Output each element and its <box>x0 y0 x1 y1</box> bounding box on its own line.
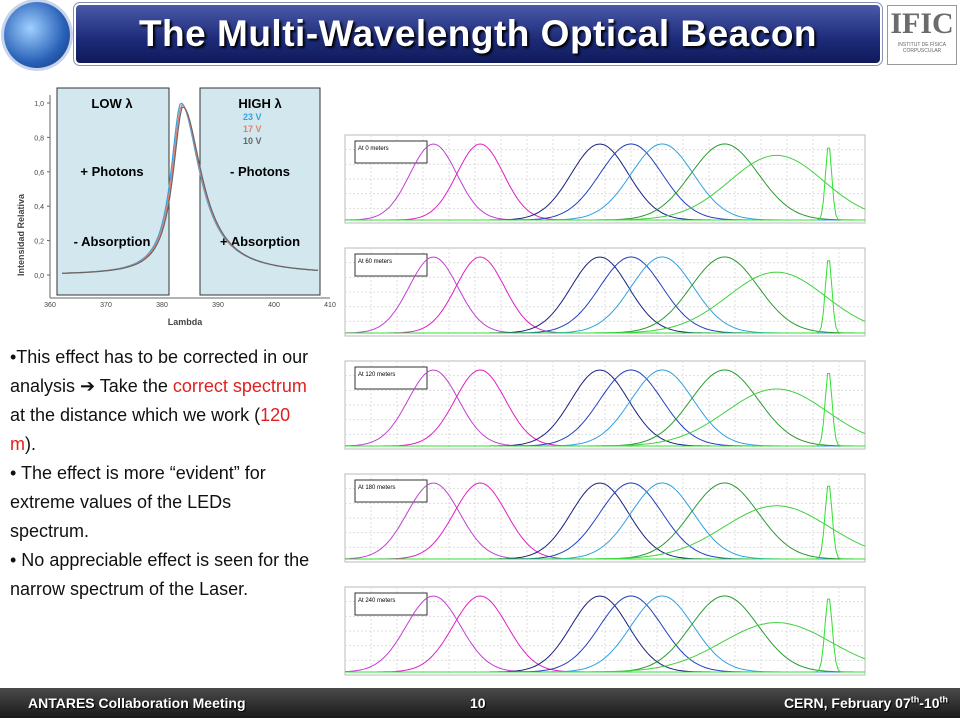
ific-logo: IFIC INSTITUT DE FÍSICA CORPUSCULAR <box>887 5 957 65</box>
bullet-list: •This effect has to be corrected in our … <box>10 343 315 604</box>
logo-text: IFIC <box>890 7 954 40</box>
bullet-text: •This effect has to be corrected in our … <box>10 347 309 396</box>
bullet: • The effect is more “evident” for extre… <box>10 459 315 546</box>
x-axis-label: Lambda <box>168 317 204 327</box>
panel-label: At 180 meters <box>358 485 395 491</box>
panel-label-box <box>354 253 428 277</box>
low-title: LOW λ <box>91 96 133 111</box>
legend-entry: 23 V <box>243 112 262 122</box>
legend-entry: 17 V <box>243 124 262 134</box>
footer-text: -10 <box>919 695 940 711</box>
spectrum-curve <box>345 260 865 334</box>
panels: At 0 meters At 60 meters At 120 meters At 1… <box>344 134 866 676</box>
slide-title: The Multi-Wavelength Optical Beacon <box>138 13 818 54</box>
panel-label-box <box>354 479 428 503</box>
x-tick-label: 370 <box>100 302 112 309</box>
bullet: •This effect has to be corrected in our … <box>10 343 315 459</box>
legend-entry: 10 V <box>243 136 262 146</box>
panel-label-box <box>354 140 428 164</box>
footer-text: CERN, February 07 <box>783 695 911 711</box>
highlight-text: 120 m <box>10 405 291 454</box>
page-number: 10 <box>470 695 486 711</box>
high-box <box>199 87 321 296</box>
panel-label: At 0 meters <box>358 146 389 152</box>
spectrum-panel: At 0 meters <box>344 134 866 224</box>
logo-subtext: INSTITUT DE FÍSICA CORPUSCULAR <box>897 42 947 54</box>
x-tick-label: 400 <box>268 302 280 309</box>
spectrum-curve <box>345 147 865 221</box>
left-plot: LOW λ + Photons - Absorption HIGH λ - Ph… <box>16 87 336 327</box>
high-photons: - Photons <box>230 164 290 179</box>
bullet-text: at the distance which we work ( <box>10 405 261 425</box>
footer-right: CERN, February 07th-10th <box>784 688 948 718</box>
x-tick-label: 380 <box>156 302 168 309</box>
y-tick-label: 0,6 <box>34 170 44 177</box>
spectrum-curve <box>61 106 319 274</box>
footer-text: th <box>939 694 949 705</box>
x-tick-label: 390 <box>212 302 224 309</box>
spectrum-panel: At 60 meters <box>344 247 866 337</box>
y-tick-label: 0,8 <box>34 135 44 142</box>
spectrum-curve <box>345 373 865 447</box>
bullet-text: • The effect is more “evident” for extre… <box>10 463 266 541</box>
panel-label: At 120 meters <box>358 372 395 378</box>
high-absorption: + Absorption <box>220 234 300 249</box>
spectrum-panel: At 240 meters <box>344 586 866 676</box>
panel-label: At 60 meters <box>358 259 392 265</box>
title-bar: The Multi-Wavelength Optical Beacon <box>76 5 880 63</box>
footer-text: th <box>910 694 920 705</box>
y-tick-label: 0,4 <box>34 204 44 211</box>
y-tick-label: 0,0 <box>34 273 44 280</box>
antares-logo <box>4 2 70 68</box>
spectrum-panel: At 120 meters <box>344 360 866 450</box>
bullet: • No appreciable effect is seen for the … <box>10 546 315 604</box>
footer-left: ANTARES Collaboration Meeting <box>28 695 246 711</box>
y-axis-label: Intensidad Relativa <box>16 193 26 276</box>
spectrum-curve <box>345 485 865 560</box>
high-title: HIGH λ <box>238 96 282 111</box>
low-box <box>56 87 170 296</box>
y-tick-label: 1,0 <box>34 101 44 108</box>
panel-label-box <box>354 366 428 390</box>
spectrum-curve <box>345 598 865 673</box>
x-tick-label: 410 <box>324 302 336 309</box>
footer: ANTARES Collaboration Meeting 10 CERN, F… <box>0 688 960 718</box>
low-photons: + Photons <box>80 164 143 179</box>
bullet-text: • No appreciable effect is seen for the … <box>10 550 310 599</box>
panel-label-box <box>354 592 428 616</box>
highlight-text: correct spectrum <box>172 376 307 396</box>
y-tick-label: 0,2 <box>34 239 44 246</box>
low-absorption: - Absorption <box>74 234 151 249</box>
x-tick-label: 360 <box>44 302 56 309</box>
panel-label: At 240 meters <box>358 598 395 604</box>
bullet-text: ). <box>25 434 36 454</box>
spectrum-panel: At 180 meters <box>344 473 866 563</box>
